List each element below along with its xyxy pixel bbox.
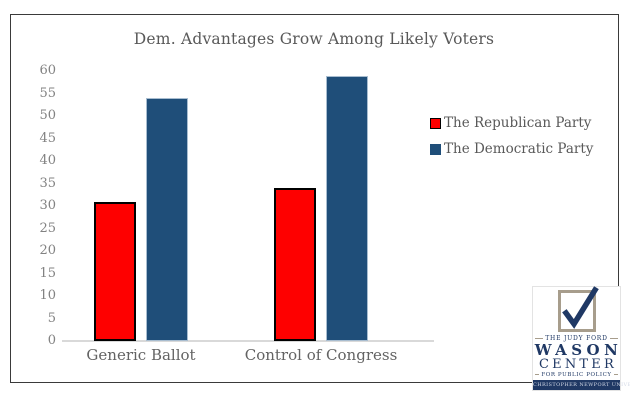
logo-line-public-policy: FOR PUBLIC POLICY bbox=[533, 371, 620, 378]
y-tick-label-0: 0 bbox=[47, 333, 56, 348]
logo-text-public-policy: FOR PUBLIC POLICY bbox=[541, 372, 612, 378]
legend: The Republican Party The Democratic Party bbox=[430, 115, 593, 157]
logo-rule bbox=[535, 337, 544, 339]
legend-swatch-the-republican-party bbox=[430, 117, 441, 129]
legend-label-the-republican-party: The Republican Party bbox=[444, 115, 592, 131]
logo-line-judy-ford: THE JUDY FORD bbox=[533, 334, 620, 342]
bar-the-democratic-party-generic-ballot bbox=[146, 98, 188, 341]
y-tick-label-30: 30 bbox=[39, 198, 56, 213]
logo-rule bbox=[609, 337, 618, 339]
y-tick-label-50: 50 bbox=[39, 108, 56, 123]
y-tick-label-45: 45 bbox=[39, 130, 56, 146]
logo-banner-cnu: CHRISTOPHER NEWPORT UNIVERSITY bbox=[533, 380, 630, 390]
wason-center-logo: THE JUDY FORD WASON CENTER FOR PUBLIC PO… bbox=[532, 286, 630, 391]
bar-the-democratic-party-control-of-congress bbox=[326, 75, 368, 341]
logo-rule bbox=[613, 374, 618, 375]
chart-title: Dem. Advantages Grow Among Likely Voters bbox=[133, 30, 495, 48]
y-tick-label-10: 10 bbox=[39, 288, 56, 303]
y-tick-label-20: 20 bbox=[39, 243, 56, 258]
y-tick-label-40: 40 bbox=[39, 153, 56, 168]
logo-text-wason: WASON bbox=[534, 341, 623, 359]
x-axis-line bbox=[62, 340, 434, 342]
x-category-label-control-of-congress: Control of Congress bbox=[244, 346, 398, 364]
x-category-label-generic-ballot: Generic Ballot bbox=[86, 346, 196, 364]
y-tick-label-15: 15 bbox=[39, 265, 56, 281]
legend-swatch-the-democratic-party bbox=[430, 143, 441, 155]
check-mark-glyph bbox=[561, 286, 599, 329]
bar-the-republican-party-control-of-congress bbox=[274, 188, 316, 341]
logo-text-judy-ford: THE JUDY FORD bbox=[545, 335, 608, 342]
y-tick-label-25: 25 bbox=[39, 220, 56, 236]
y-tick-label-5: 5 bbox=[47, 310, 56, 326]
y-tick-label-35: 35 bbox=[39, 175, 56, 191]
logo-rule bbox=[535, 374, 540, 375]
check-mark-icon bbox=[557, 286, 599, 332]
bar-the-republican-party-generic-ballot bbox=[94, 201, 136, 341]
y-tick-label-55: 55 bbox=[39, 85, 56, 101]
logo-text-center: CENTER bbox=[539, 357, 617, 372]
legend-item-the-democratic-party: The Democratic Party bbox=[430, 141, 593, 157]
legend-item-the-republican-party: The Republican Party bbox=[430, 115, 593, 131]
y-tick-label-60: 60 bbox=[39, 63, 56, 78]
legend-label-the-democratic-party: The Democratic Party bbox=[444, 141, 594, 157]
